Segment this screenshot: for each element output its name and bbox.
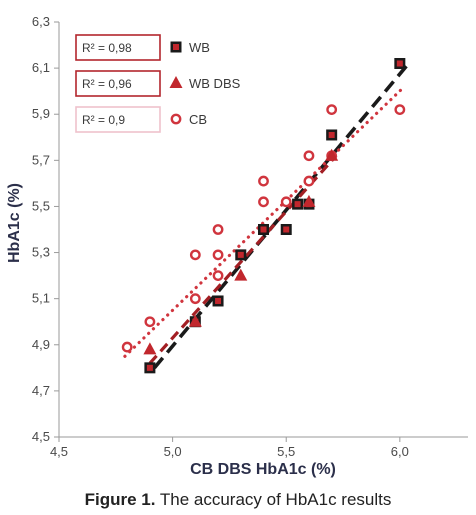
y-tick-label: 4,5 xyxy=(32,429,50,444)
figure-caption: Figure 1. The accuracy of HbA1c results xyxy=(0,490,476,510)
legend-marker-cb xyxy=(170,113,182,125)
point-wb-inner xyxy=(146,364,153,371)
point-cb xyxy=(280,196,292,208)
r2-box-wb xyxy=(75,34,161,61)
x-tick-label: 5,0 xyxy=(164,444,182,459)
r2-box-cb xyxy=(75,106,161,133)
point-wb-inner xyxy=(294,201,301,208)
chart: 4,5 4,7 4,9 5,1 5,3 5,5 5,7 5,9 6,1 6,3 4,5 5,0 5,5 6… xyxy=(6,14,468,478)
point-cb xyxy=(189,293,201,305)
point-cb xyxy=(326,104,338,116)
r2-label-cb: R² = 0,9 xyxy=(82,113,125,127)
y-tick-label: 6,3 xyxy=(32,14,50,29)
y-axis-title: HbA1c (%) xyxy=(6,183,23,263)
point-cb xyxy=(303,150,315,162)
point-cb xyxy=(212,249,224,261)
trendline-cb xyxy=(123,84,406,358)
legend-label-cb: CB xyxy=(189,112,207,127)
x-tick-label: 4,5 xyxy=(50,444,68,459)
point-cb xyxy=(394,104,406,116)
y-tick-label: 5,5 xyxy=(32,198,50,213)
point-cb xyxy=(189,249,201,261)
trendlines-layer xyxy=(123,64,409,369)
legend-marker-wb-inner xyxy=(173,44,179,50)
point-cb xyxy=(258,175,269,187)
figure-label: Figure 1. xyxy=(84,490,156,509)
x-axis-title: CB DBS HbA1c (%) xyxy=(190,461,336,478)
point-wb-inner xyxy=(260,226,267,233)
point-cb xyxy=(303,175,315,187)
point-wb-inner xyxy=(215,297,222,304)
point-wb-dbs xyxy=(234,268,248,281)
point-cb xyxy=(212,270,224,282)
r2-label-wb: R² = 0,98 xyxy=(82,41,132,55)
r2-label-wb-dbs: R² = 0,96 xyxy=(82,77,132,91)
x-tick-label: 5,5 xyxy=(277,444,295,459)
trendline-wb-dbs xyxy=(148,154,338,365)
markers-layer xyxy=(121,58,406,374)
y-tick-label: 4,9 xyxy=(32,337,50,352)
point-wb-dbs xyxy=(188,314,202,327)
figure-caption-text: The accuracy of HbA1c results xyxy=(155,490,392,509)
point-wb-inner xyxy=(283,226,290,233)
y-tick-label: 6,1 xyxy=(32,60,50,75)
point-wb-inner xyxy=(328,131,335,138)
point-wb-inner xyxy=(396,60,403,67)
legend: R² = 0,98 WB R² = 0,96 WB DBS R² = 0,9 CB xyxy=(75,34,241,133)
legend-label-wb-dbs: WB DBS xyxy=(189,76,241,91)
point-cb xyxy=(144,316,156,328)
point-wb-dbs xyxy=(302,194,316,207)
point-cb xyxy=(258,196,269,208)
y-tick-label: 5,1 xyxy=(32,291,50,306)
x-tick-label: 6,0 xyxy=(391,444,409,459)
point-cb xyxy=(121,341,133,353)
y-tick-label: 5,7 xyxy=(32,152,50,167)
point-cb xyxy=(212,224,224,235)
r2-box-wb-dbs xyxy=(75,70,161,97)
point-wb-inner xyxy=(237,251,244,258)
y-tick-label: 5,9 xyxy=(32,106,50,121)
y-tick-label: 5,3 xyxy=(32,245,50,260)
point-wb-dbs xyxy=(325,148,339,161)
y-tick-label: 4,7 xyxy=(32,383,50,398)
legend-marker-wb-dbs xyxy=(169,76,183,88)
legend-label-wb: WB xyxy=(189,40,210,55)
axes-layer: 4,5 4,7 4,9 5,1 5,3 5,5 5,7 5,9 6,1 6,3 4,5 5,0 5,5 6… xyxy=(32,14,468,459)
point-wb-dbs xyxy=(143,342,157,355)
